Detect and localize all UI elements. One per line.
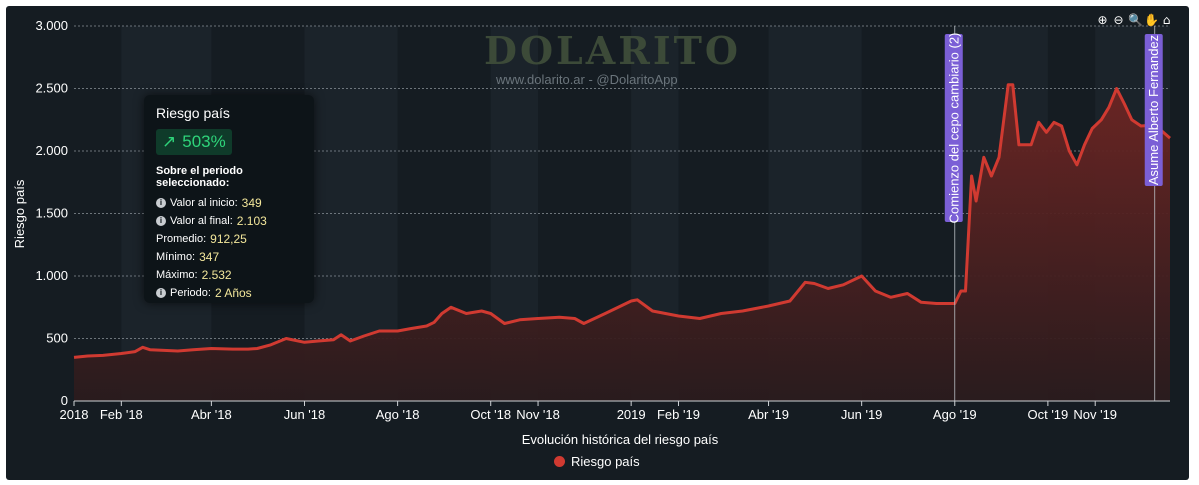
annotations: Comienzo del cepo cambiario (2) Asume Alb… bbox=[944, 26, 1163, 401]
x-tick-label: Ago '19 bbox=[933, 407, 977, 422]
x-tick-labels: 2018 Feb '18 Abr '18 Jun '18 Ago '18 Oct '18 N… bbox=[60, 400, 1170, 422]
info-row: i Valor al inicio: 349 bbox=[156, 196, 302, 210]
legend[interactable]: Riesgo país bbox=[554, 454, 640, 469]
series-area bbox=[73, 83, 1171, 402]
x-tick-label: Abr '18 bbox=[191, 407, 232, 422]
annotation-box bbox=[944, 34, 963, 222]
y-tick-labels: 0 500 1.000 1.500 2.000 2.500 3.000 bbox=[35, 18, 68, 408]
chart-toolbar: ⊕ ⊖ 🔍 ✋ ⌂ bbox=[1096, 14, 1173, 27]
annotation-label: Comienzo del cepo cambiario (2) bbox=[944, 33, 963, 224]
x-axis-label: Evolución histórica del riesgo país bbox=[522, 432, 719, 447]
info-row: i Valor al final: 2.103 bbox=[156, 214, 302, 228]
info-row-label: Mínimo: bbox=[156, 251, 196, 263]
info-row-label: Valor al inicio: bbox=[170, 197, 238, 209]
info-rows: i Valor al inicio: 349 i Valor al final: 2.10… bbox=[156, 196, 302, 300]
change-badge: ↗ 503% bbox=[156, 129, 232, 155]
zoom-in-icon[interactable]: ⊕ bbox=[1097, 13, 1108, 27]
annotation-text: Comienzo del cepo cambiario (2) bbox=[946, 33, 961, 224]
info-row-label: Promedio: bbox=[156, 233, 207, 245]
info-icon[interactable]: i bbox=[156, 198, 166, 208]
info-row-value: 2.103 bbox=[236, 214, 267, 228]
y-tick-label: 3.000 bbox=[35, 18, 68, 33]
info-panel-title: Riesgo país bbox=[156, 105, 230, 121]
info-row-value: 347 bbox=[199, 250, 220, 264]
legend-marker bbox=[554, 456, 565, 467]
y-tick-label: 2.000 bbox=[35, 143, 68, 158]
y-tick-label: 1.000 bbox=[35, 268, 68, 283]
pan-icon[interactable]: ✋ bbox=[1144, 13, 1159, 27]
zoom-out-icon[interactable]: ⊖ bbox=[1113, 13, 1124, 27]
legend-label: Riesgo país bbox=[571, 454, 640, 469]
y-tick-label: 1.500 bbox=[35, 206, 68, 221]
annotation-text: Asume Alberto Fernandez bbox=[1146, 35, 1161, 185]
annotation-label: Asume Alberto Fernandez bbox=[1144, 34, 1163, 186]
riesgo-pais-chart: Comienzo del cepo cambiario (2) Asume Alb… bbox=[12, 18, 1171, 447]
home-icon[interactable]: ⌂ bbox=[1162, 13, 1171, 27]
info-panel: Riesgo país ↗ 503% Sobre el periodo sele… bbox=[144, 95, 314, 303]
x-tick-label: Ago '18 bbox=[376, 407, 420, 422]
series-line bbox=[73, 83, 1171, 359]
info-row: Máximo: 2.532 bbox=[156, 268, 302, 282]
y-tick-label: 2.500 bbox=[35, 81, 68, 96]
x-tick-label: Feb '18 bbox=[100, 407, 143, 422]
x-tick-label: 2018 bbox=[60, 407, 89, 422]
x-tick-label: Oct '18 bbox=[470, 407, 511, 422]
info-row-value: 2.532 bbox=[201, 268, 232, 282]
x-tick-label: Jun '18 bbox=[284, 407, 326, 422]
x-tick-label: Abr '19 bbox=[748, 407, 789, 422]
zoom-icon[interactable]: 🔍 bbox=[1128, 13, 1143, 27]
series-area-fill bbox=[74, 84, 1170, 402]
info-row-value: 349 bbox=[241, 196, 262, 210]
x-tick-label: Nov '18 bbox=[516, 407, 560, 422]
change-value: 503% bbox=[182, 132, 226, 151]
info-row: Mínimo: 347 bbox=[156, 250, 302, 264]
chart-container: Comienzo del cepo cambiario (2) Asume Alb… bbox=[6, 6, 1189, 480]
y-axis-label: Riesgo país bbox=[12, 179, 27, 248]
info-row-label: Valor al final: bbox=[170, 215, 233, 227]
info-row-label: Periodo: bbox=[170, 287, 211, 299]
x-tick-label: 2019 bbox=[617, 407, 646, 422]
y-tick-label: 0 bbox=[61, 393, 68, 408]
x-tick-label: Jun '19 bbox=[841, 407, 883, 422]
x-tick-label: Oct '19 bbox=[1027, 407, 1068, 422]
y-tick-label: 500 bbox=[46, 331, 68, 346]
info-row: i Periodo: 2 Años bbox=[156, 286, 302, 300]
info-row-value: 912,25 bbox=[210, 232, 247, 246]
x-tick-label: Feb '19 bbox=[657, 407, 700, 422]
dolarito-logo: DOLARITO bbox=[484, 28, 741, 73]
info-row-value: 2 Años bbox=[214, 286, 252, 300]
annotation-box bbox=[1144, 34, 1163, 186]
info-row-label: Máximo: bbox=[156, 269, 198, 281]
info-row: Promedio: 912,25 bbox=[156, 232, 302, 246]
x-tick-label: Nov '19 bbox=[1073, 407, 1117, 422]
watermark-site: www.dolarito.ar - @DolaritoApp bbox=[496, 72, 678, 87]
info-icon[interactable]: i bbox=[156, 216, 166, 226]
info-icon[interactable]: i bbox=[156, 288, 166, 298]
info-panel-subtitle: Sobre el periodo seleccionado: bbox=[156, 165, 243, 189]
trending-up-icon: ↗ bbox=[162, 132, 177, 151]
